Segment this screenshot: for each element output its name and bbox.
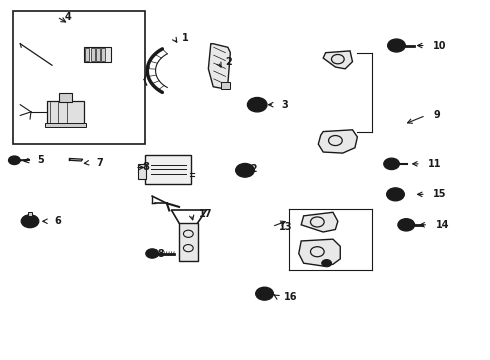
Bar: [138, 164, 146, 179]
Text: 3: 3: [282, 100, 289, 110]
Text: 1: 1: [181, 33, 188, 43]
Text: 6: 6: [54, 216, 61, 226]
Circle shape: [236, 163, 254, 177]
Circle shape: [8, 156, 20, 165]
Circle shape: [398, 219, 415, 231]
Circle shape: [251, 100, 263, 109]
Bar: [27, 212, 32, 216]
Text: 12: 12: [245, 164, 259, 174]
Bar: [85, 48, 89, 61]
Circle shape: [392, 42, 401, 49]
Bar: [96, 48, 100, 61]
Circle shape: [146, 249, 159, 258]
Bar: [220, 82, 230, 89]
Bar: [59, 93, 72, 102]
Circle shape: [388, 161, 395, 167]
Circle shape: [387, 188, 404, 201]
Text: 9: 9: [433, 111, 440, 121]
Text: 14: 14: [436, 220, 449, 230]
Text: 15: 15: [433, 189, 446, 199]
Circle shape: [240, 167, 250, 174]
Polygon shape: [318, 130, 357, 153]
Polygon shape: [208, 44, 230, 89]
Bar: [145, 155, 191, 184]
Text: 16: 16: [284, 292, 297, 302]
Polygon shape: [299, 239, 340, 266]
Circle shape: [260, 290, 270, 297]
Circle shape: [384, 158, 399, 170]
Text: 4: 4: [64, 12, 71, 22]
Bar: [45, 123, 86, 127]
Bar: [13, 12, 145, 144]
Bar: [91, 48, 95, 61]
Circle shape: [402, 222, 411, 228]
Text: 10: 10: [433, 41, 446, 50]
Circle shape: [256, 287, 273, 300]
Polygon shape: [301, 212, 338, 232]
Polygon shape: [323, 51, 352, 69]
Circle shape: [247, 98, 267, 112]
Circle shape: [21, 215, 39, 228]
Text: 18: 18: [152, 248, 166, 258]
Circle shape: [391, 191, 400, 198]
Text: 13: 13: [279, 222, 293, 231]
Polygon shape: [69, 158, 83, 161]
Text: 7: 7: [96, 158, 103, 168]
Text: 5: 5: [37, 155, 44, 165]
Circle shape: [11, 158, 17, 162]
Bar: [179, 223, 197, 261]
Text: 11: 11: [428, 159, 441, 169]
Bar: [47, 101, 84, 125]
Text: 8: 8: [143, 162, 149, 172]
Bar: [101, 48, 105, 61]
Bar: [84, 47, 111, 62]
Circle shape: [388, 39, 405, 52]
Circle shape: [322, 260, 331, 267]
Text: 17: 17: [198, 209, 212, 219]
Text: 2: 2: [225, 57, 232, 67]
